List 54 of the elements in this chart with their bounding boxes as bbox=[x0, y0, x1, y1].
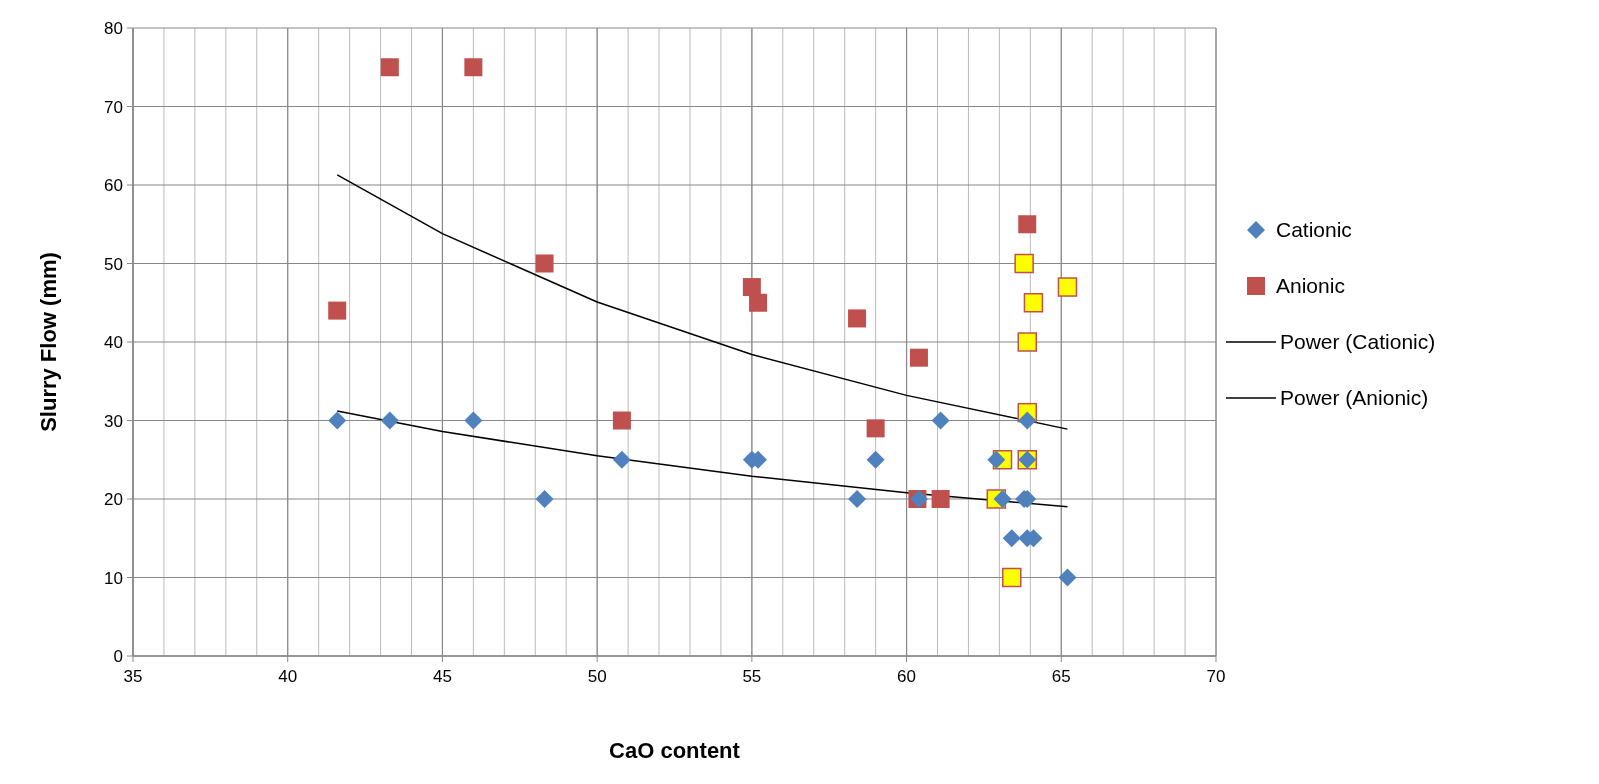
x-tick-label: 65 bbox=[1051, 667, 1071, 686]
point bbox=[1018, 411, 1037, 430]
point bbox=[380, 58, 399, 77]
point bbox=[1058, 568, 1077, 587]
x-axis-title: CaO content bbox=[609, 738, 741, 763]
point bbox=[380, 411, 399, 430]
y-tick-label: 60 bbox=[104, 176, 123, 195]
point bbox=[848, 309, 867, 328]
y-axis-title: Slurry Flow (mm) bbox=[36, 252, 61, 432]
point bbox=[1002, 567, 1022, 588]
point bbox=[931, 490, 950, 508]
point bbox=[866, 450, 885, 469]
point bbox=[993, 490, 1012, 508]
line-series bbox=[336, 174, 1069, 430]
y-tick-label: 30 bbox=[104, 411, 123, 431]
x-tick-label: 40 bbox=[278, 667, 298, 686]
point bbox=[464, 58, 483, 77]
x-tick-label: 70 bbox=[1206, 667, 1226, 686]
point bbox=[1014, 253, 1034, 274]
point bbox=[1018, 215, 1037, 234]
y-tick-label: 50 bbox=[104, 254, 123, 274]
y-tick-label: 40 bbox=[104, 333, 123, 352]
point bbox=[1002, 529, 1021, 548]
point bbox=[987, 450, 1006, 469]
point bbox=[1017, 332, 1037, 352]
y-tick-label: 10 bbox=[104, 568, 123, 588]
point bbox=[535, 490, 554, 508]
y-tick-label: 20 bbox=[104, 490, 123, 509]
point bbox=[848, 490, 867, 508]
point bbox=[749, 293, 768, 312]
point bbox=[535, 254, 554, 273]
point bbox=[931, 411, 950, 430]
point bbox=[1057, 277, 1078, 297]
point bbox=[612, 450, 631, 469]
point bbox=[612, 411, 631, 430]
x-tick-label: 60 bbox=[897, 667, 917, 686]
point bbox=[909, 348, 928, 367]
y-tick-label: 0 bbox=[113, 647, 123, 666]
y-tick-label: 80 bbox=[104, 19, 123, 38]
point bbox=[464, 411, 483, 430]
point bbox=[742, 278, 761, 297]
point bbox=[1023, 293, 1044, 313]
point bbox=[866, 419, 885, 438]
x-tick-label: 50 bbox=[587, 667, 607, 686]
x-tick-label: 55 bbox=[742, 667, 762, 686]
legend-label: Cationic bbox=[1276, 218, 1352, 241]
point bbox=[328, 411, 347, 430]
x-tick-label: 45 bbox=[432, 667, 452, 686]
point bbox=[328, 301, 347, 320]
x-tick-label: 35 bbox=[123, 667, 143, 686]
y-tick-label: 70 bbox=[104, 97, 123, 117]
legend-label: Power (Cationic) bbox=[1280, 330, 1436, 353]
legend-label: Anionic bbox=[1276, 274, 1345, 297]
legend-label: Power (Anionic) bbox=[1280, 386, 1429, 409]
